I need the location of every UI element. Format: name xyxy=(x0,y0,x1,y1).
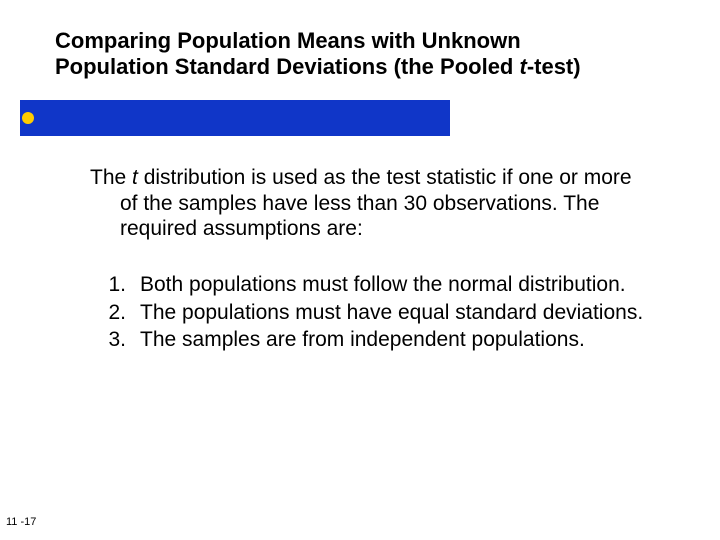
title-line1: Comparing Population Means with Unknown xyxy=(55,28,521,53)
list-item-text: Both populations must follow the normal … xyxy=(140,272,650,298)
list-item-number: 2. xyxy=(90,300,140,326)
intro-prefix: The xyxy=(90,166,132,189)
assumptions-list: 1. Both populations must follow the norm… xyxy=(90,272,650,355)
list-item-text: The samples are from independent populat… xyxy=(140,327,650,353)
slide: Comparing Population Means with Unknown … xyxy=(0,0,720,540)
list-item: 1. Both populations must follow the norm… xyxy=(90,272,650,298)
intro-paragraph: The t distribution is used as the test s… xyxy=(90,165,650,242)
page-number: 11 -17 xyxy=(6,516,36,528)
intro-rest: distribution is used as the test statist… xyxy=(120,166,632,240)
list-item-number: 3. xyxy=(90,327,140,353)
accent-bar xyxy=(20,100,450,136)
title-line2-italic: t xyxy=(519,54,526,79)
list-item: 2. The populations must have equal stand… xyxy=(90,300,650,326)
slide-title: Comparing Population Means with Unknown … xyxy=(55,28,655,81)
list-item-text: The populations must have equal standard… xyxy=(140,300,650,326)
list-item-number: 1. xyxy=(90,272,140,298)
title-line2-prefix: Population Standard Deviations (the Pool… xyxy=(55,54,519,79)
title-line2-suffix: -test) xyxy=(527,54,581,79)
list-item: 3. The samples are from independent popu… xyxy=(90,327,650,353)
accent-dot xyxy=(22,112,34,124)
